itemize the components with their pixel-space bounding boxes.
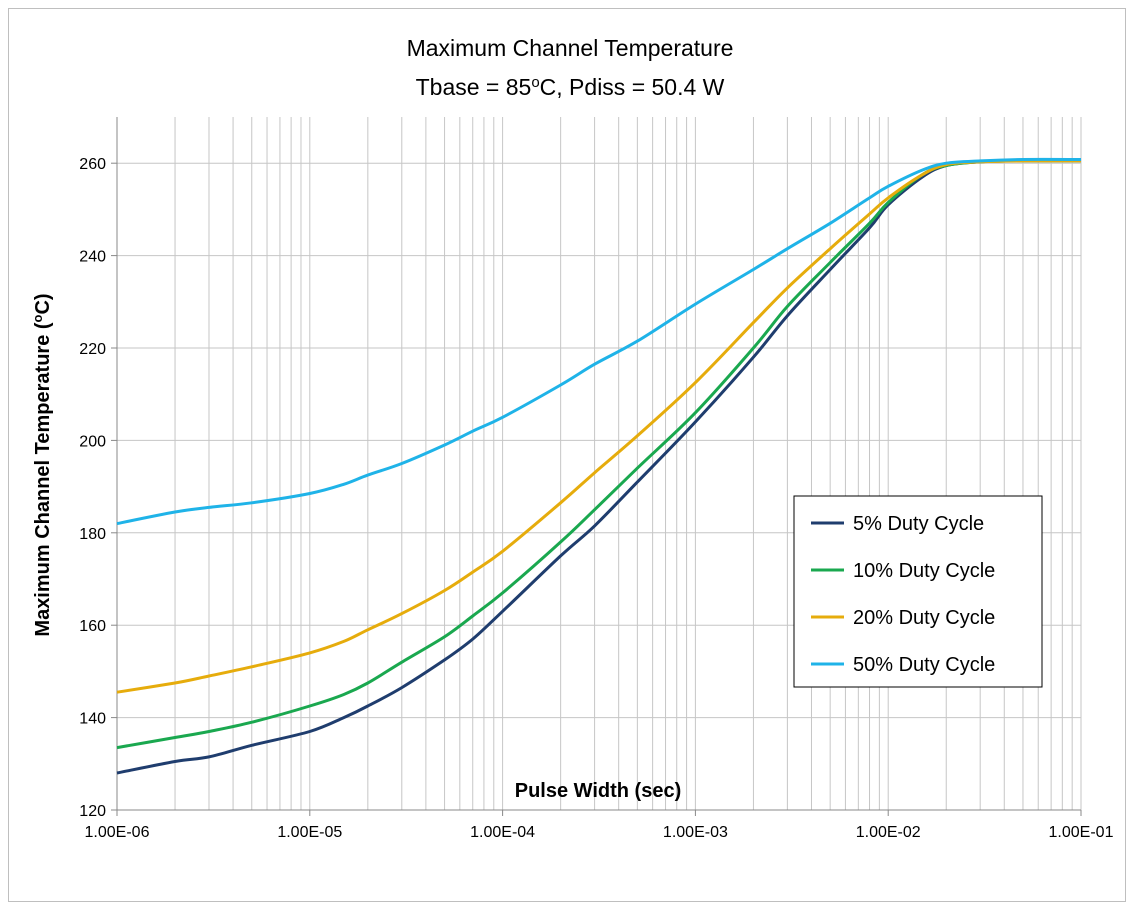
- x-tick-label: 1.00E-02: [856, 824, 921, 841]
- series-line-4: [116, 157, 1082, 526]
- legend-label: 20% Duty Cycle: [853, 607, 995, 629]
- y-label-prefix: Maximum Channel Temperature (: [32, 322, 54, 636]
- subtitle-suffix: C, Pdiss = 50.4 W: [540, 74, 725, 100]
- series-group: [116, 157, 1082, 775]
- y-tick-label: 180: [79, 526, 106, 543]
- legend-label: 5% Duty Cycle: [853, 513, 984, 535]
- y-tick-label: 240: [79, 249, 106, 266]
- y-tick-label: 120: [79, 803, 106, 820]
- x-tick-label: 1.00E-05: [277, 824, 342, 841]
- series-line-1: [116, 159, 1082, 775]
- y-axis-label: Maximum Channel Temperature (oC): [30, 293, 54, 636]
- x-tick-label: 1.00E-06: [85, 824, 150, 841]
- legend: 5% Duty Cycle 10% Duty Cycle 20% Duty Cycl…: [793, 495, 1043, 688]
- y-tick-label: 260: [79, 156, 106, 173]
- y-tick-label: 220: [79, 341, 106, 358]
- y-tick-label: 200: [79, 433, 106, 450]
- legend-label: 50% Duty Cycle: [853, 654, 995, 676]
- subtitle-superscript: o: [531, 74, 539, 91]
- y-label-superscript: o: [30, 314, 45, 322]
- y-label-suffix: C): [32, 293, 54, 314]
- axes: 120 140 160 180 200 220 240 260 1.00E-06 1.00E-05…: [79, 117, 1114, 841]
- grid: [116, 117, 1082, 810]
- x-tick-label: 1.00E-03: [663, 824, 728, 841]
- chart-title: Maximum Channel Temperature: [407, 35, 734, 61]
- x-tick-label: 1.00E-01: [1049, 824, 1114, 841]
- chart-area-border: [8, 8, 1126, 902]
- series-line-3: [116, 159, 1082, 694]
- legend-box: [793, 495, 1043, 688]
- legend-label: 10% Duty Cycle: [853, 560, 995, 582]
- subtitle-prefix: Tbase = 85: [416, 74, 532, 100]
- x-axis-label: Pulse Width (sec): [515, 780, 682, 802]
- y-tick-label: 140: [79, 711, 106, 728]
- y-tick-label: 160: [79, 618, 106, 635]
- x-tick-label: 1.00E-04: [470, 824, 535, 841]
- chart-subtitle: Tbase = 85oC, Pdiss = 50.4 W: [416, 74, 725, 100]
